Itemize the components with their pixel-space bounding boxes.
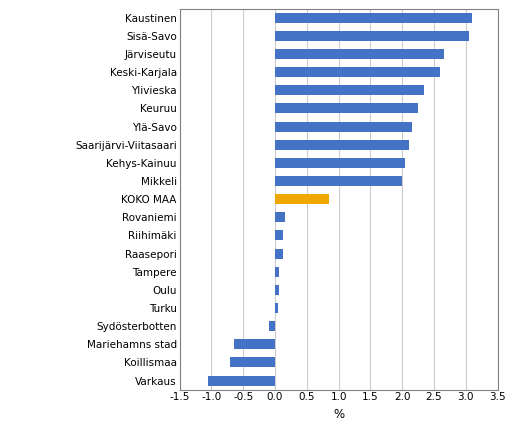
Bar — [275, 267, 280, 277]
Bar — [269, 321, 275, 331]
Bar — [233, 339, 275, 349]
Bar — [275, 122, 412, 132]
Bar — [275, 85, 424, 95]
Bar — [208, 376, 275, 386]
Bar — [275, 103, 418, 113]
Bar — [275, 31, 469, 41]
Bar — [275, 158, 405, 168]
Bar — [275, 140, 408, 150]
Bar — [275, 285, 279, 295]
Bar — [275, 249, 283, 259]
Bar — [275, 13, 472, 23]
Bar — [275, 212, 285, 222]
Bar — [275, 230, 283, 240]
Bar — [275, 303, 278, 313]
X-axis label: %: % — [333, 408, 344, 421]
Bar — [275, 49, 444, 59]
Bar — [275, 67, 440, 77]
Bar — [275, 176, 402, 186]
Bar — [230, 358, 275, 368]
Bar — [275, 194, 329, 204]
